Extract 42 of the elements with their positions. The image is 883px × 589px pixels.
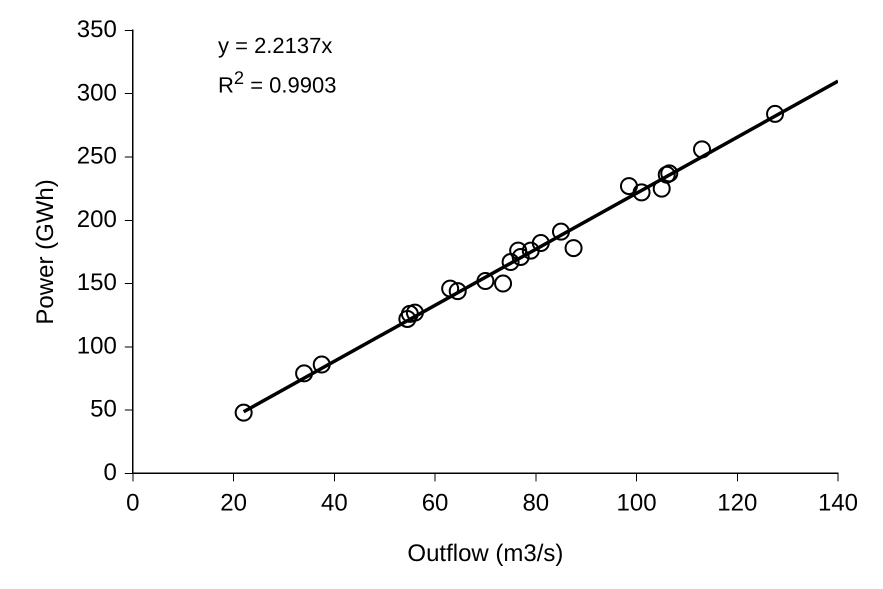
y-tick-label: 350 xyxy=(76,16,117,44)
x-tick-label: 60 xyxy=(422,489,448,516)
annotation: y = 2.2137x xyxy=(218,32,334,60)
point xyxy=(522,242,540,260)
y-tick-label: 150 xyxy=(76,269,117,296)
y-tick-label: 100 xyxy=(76,332,117,360)
x-tick-label: 20 xyxy=(220,489,247,516)
point xyxy=(406,304,424,322)
point xyxy=(400,304,419,323)
point xyxy=(509,242,528,260)
x-tick-label: 80 xyxy=(522,489,550,516)
x-tick-label: 100 xyxy=(616,489,657,516)
x-tick-label: 120 xyxy=(717,489,758,516)
point xyxy=(632,183,651,202)
point xyxy=(476,272,494,290)
point xyxy=(766,104,784,123)
point xyxy=(312,356,331,374)
y-tick-label: 0 xyxy=(103,459,117,486)
point xyxy=(693,140,712,158)
point xyxy=(234,404,253,422)
x-tick-label: 0 xyxy=(126,489,140,516)
annotation: R$^{2}$ = 0.9903 xyxy=(218,66,336,100)
y-tick-label: 250 xyxy=(76,142,117,170)
y-tick-label: 200 xyxy=(76,206,117,233)
point xyxy=(441,280,460,298)
point xyxy=(502,253,520,272)
y-tick-label: 300 xyxy=(76,79,117,106)
x-axis-title: Outflow (m3/s) xyxy=(407,540,564,568)
x-tick-label: 140 xyxy=(818,489,858,516)
y-tick-label: 50 xyxy=(90,396,117,423)
point xyxy=(295,364,314,382)
point xyxy=(564,239,583,258)
point xyxy=(532,234,550,252)
point xyxy=(652,180,671,198)
x-tick-label: 40 xyxy=(320,489,348,516)
y-axis-title: Power (GWh) xyxy=(32,179,60,325)
point xyxy=(494,274,512,293)
point xyxy=(448,282,467,300)
point xyxy=(512,248,530,266)
point xyxy=(398,310,416,328)
point xyxy=(620,177,638,196)
point xyxy=(552,222,570,241)
